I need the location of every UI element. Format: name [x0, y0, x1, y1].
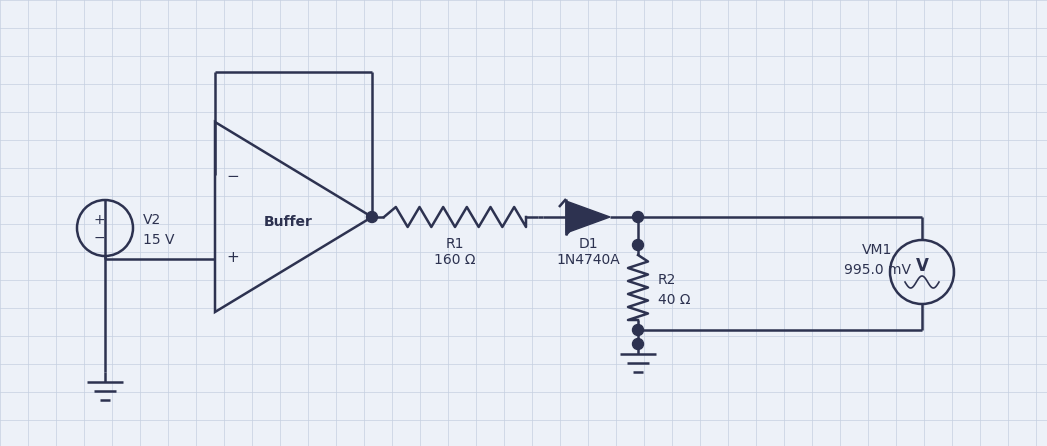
Text: −: − — [226, 169, 240, 184]
Circle shape — [632, 211, 644, 223]
Circle shape — [632, 240, 644, 251]
Polygon shape — [566, 201, 610, 233]
Text: 1N4740A: 1N4740A — [556, 253, 620, 267]
Text: V2: V2 — [143, 213, 161, 227]
Text: +: + — [93, 213, 105, 227]
Text: 160 Ω: 160 Ω — [435, 253, 475, 267]
Text: −: − — [93, 231, 105, 245]
Text: VM1: VM1 — [862, 243, 892, 257]
Circle shape — [632, 325, 644, 335]
Circle shape — [632, 339, 644, 350]
Text: 40 Ω: 40 Ω — [658, 293, 691, 306]
Circle shape — [366, 211, 378, 223]
Text: +: + — [226, 250, 240, 265]
Text: V: V — [915, 257, 929, 275]
Text: R1: R1 — [446, 237, 464, 251]
Text: R2: R2 — [658, 273, 676, 286]
Text: Buffer: Buffer — [264, 215, 313, 229]
Text: 15 V: 15 V — [143, 233, 175, 247]
Text: 995.0 mV: 995.0 mV — [844, 263, 911, 277]
Text: D1: D1 — [578, 237, 598, 251]
